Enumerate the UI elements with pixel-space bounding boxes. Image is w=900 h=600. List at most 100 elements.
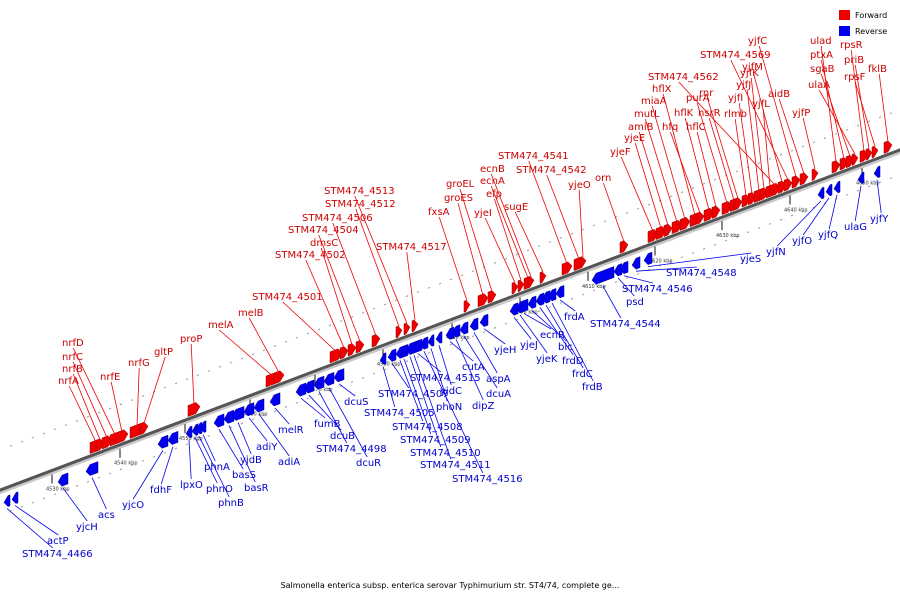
forward-gene-label: nrfE: [100, 372, 120, 383]
map-caption: Salmonella enterica subsp. enterica sero…: [281, 581, 620, 590]
forward-gene-label: STM474_4513: [324, 186, 395, 197]
guide-dot: [207, 370, 211, 372]
reverse-gene-feature: [857, 171, 865, 185]
guide-dot: [592, 289, 596, 292]
reverse-gene-leader: [623, 275, 653, 284]
guide-dot: [779, 153, 783, 156]
forward-gene-label: STM474_4569: [700, 50, 771, 61]
guide-dot: [119, 403, 123, 406]
reverse-gene-label: melR: [278, 425, 304, 436]
forward-gene-leader: [708, 117, 735, 201]
forward-gene-leader: [332, 222, 377, 336]
reverse-gene-leader: [228, 425, 256, 483]
reverse-gene-label: yjfO: [792, 236, 812, 247]
forward-gene-leader: [603, 182, 625, 242]
reverse-gene-feature: [469, 317, 479, 331]
guide-dot: [845, 193, 849, 196]
guide-dot: [856, 189, 860, 192]
forward-gene-feature: [463, 300, 471, 313]
forward-gene-leader: [282, 301, 337, 352]
reverse-gene-label: yjdC: [440, 386, 462, 397]
forward-gene-label: melA: [208, 320, 234, 331]
reverse-gene-feature: [333, 368, 345, 383]
forward-gene-label: proP: [180, 334, 202, 345]
reverse-gene-label: frdD: [562, 356, 584, 367]
guide-dot: [64, 489, 68, 491]
forward-gene-label: ulad: [810, 36, 832, 47]
forward-gene-label: yjeE: [624, 133, 645, 144]
reverse-gene-feature: [833, 180, 841, 194]
guide-dot: [801, 210, 805, 213]
guide-dot: [823, 137, 827, 140]
reverse-gene-label: acs: [98, 510, 115, 521]
reverse-gene-label: actP: [47, 536, 69, 547]
forward-gene-label: yjfC: [748, 36, 767, 47]
forward-gene-feature: [619, 240, 629, 254]
reverse-gene-label: fdhF: [150, 485, 172, 496]
guide-dot: [537, 310, 541, 313]
forward-gene-feature: [517, 279, 525, 293]
forward-gene-leader: [136, 367, 140, 427]
reverse-gene-leader: [194, 437, 218, 484]
forward-gene-label: yjfL: [752, 99, 770, 110]
guide-dot: [284, 340, 288, 343]
forward-gene-feature: [783, 178, 793, 192]
forward-gene-label: miaA: [641, 96, 667, 107]
reverse-gene-feature: [269, 392, 281, 407]
forward-gene-label: yjeO: [568, 180, 591, 191]
guide-dot: [405, 360, 409, 363]
guide-dot: [163, 386, 167, 389]
forward-gene-label: dmsC: [310, 238, 338, 249]
reverse-gene-leader: [218, 429, 244, 470]
guide-dot: [350, 315, 354, 318]
forward-gene-label: rlmb: [724, 109, 747, 120]
reverse-gene-feature: [435, 331, 443, 344]
forward-gene-leader: [696, 102, 728, 204]
forward-gene-label: fklB: [868, 64, 887, 75]
kbp-tick-label: 4560 kbp: [244, 412, 268, 418]
forward-gene-feature: [511, 282, 519, 295]
reverse-gene-leader: [531, 310, 567, 342]
reverse-gene-label: dcuR: [356, 458, 381, 469]
legend-reverse-label: Reverse: [855, 27, 887, 36]
guide-dot: [405, 295, 409, 298]
guide-dot: [328, 324, 332, 327]
guide-dot: [53, 493, 57, 496]
forward-gene-label: hflK: [674, 108, 694, 119]
reverse-gene-leader: [382, 366, 396, 408]
reverse-gene-feature: [57, 472, 69, 487]
forward-gene-leader: [746, 89, 760, 192]
guide-dot: [449, 343, 453, 346]
legend: Forward Reverse: [839, 10, 887, 36]
forward-gene-label: sgaB: [810, 64, 835, 75]
forward-gene-label: orn: [595, 173, 611, 184]
forward-gene-leader: [634, 142, 662, 229]
reverse-gene-leader: [559, 299, 576, 312]
forward-gene-leader: [72, 361, 108, 438]
forward-gene-label: STM474_4512: [325, 199, 396, 210]
guide-dot: [636, 207, 640, 210]
guide-dot: [702, 182, 706, 185]
guide-dot: [680, 191, 684, 194]
forward-gene-leader: [459, 188, 493, 292]
guide-dot: [251, 418, 255, 421]
guide-dot: [735, 235, 739, 238]
reverse-gene-leader: [248, 417, 268, 442]
forward-gene-label: nrfG: [128, 358, 150, 369]
reverse-gene-feature: [459, 321, 469, 335]
guide-dot: [295, 401, 299, 404]
reverse-gene-label: ulaG: [844, 222, 867, 233]
reverse-gene-label: yjeH: [494, 345, 516, 356]
forward-gene-label: yjfI: [728, 93, 743, 104]
guide-dot: [493, 326, 497, 329]
forward-gene-leader: [438, 216, 468, 301]
reverse-gene-leader: [438, 345, 452, 386]
forward-gene-feature: [347, 343, 357, 357]
guide-dot: [141, 459, 145, 462]
guide-dot: [548, 241, 552, 244]
reverse-gene-label: yjeS: [740, 254, 761, 265]
kbp-tick-label: 4570 kbp: [309, 387, 333, 393]
forward-gene-leader: [644, 118, 678, 223]
reverse-gene-leader: [91, 477, 107, 510]
reverse-gene-feature: [167, 430, 179, 445]
